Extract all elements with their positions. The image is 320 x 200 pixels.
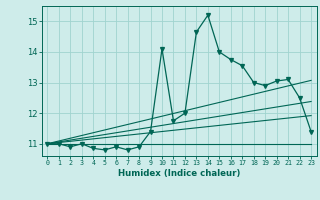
X-axis label: Humidex (Indice chaleur): Humidex (Indice chaleur) bbox=[118, 169, 240, 178]
